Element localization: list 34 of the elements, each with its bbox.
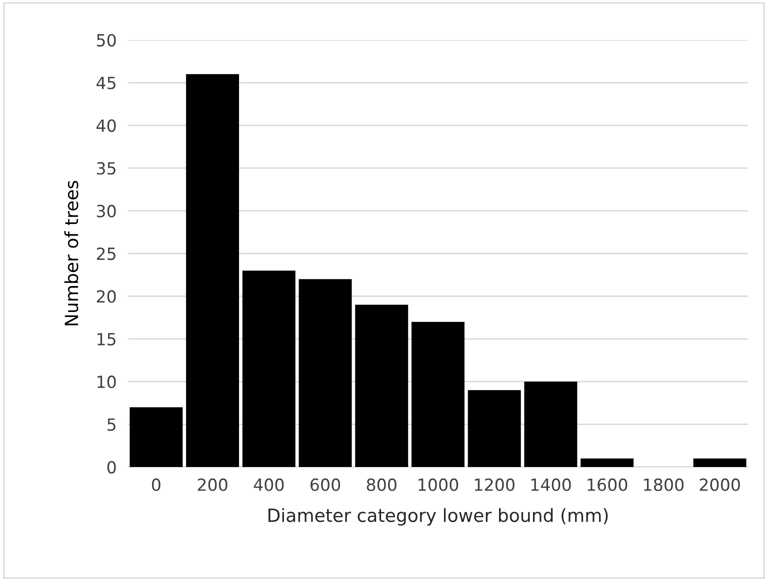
x-tick-label: 0 [152, 478, 160, 492]
y-tick-label: 20 [96, 290, 116, 303]
x-axis-title: Diameter category lower bound (mm) [268, 508, 608, 526]
x-tick-label: 1200 [474, 478, 514, 492]
bar [242, 270, 296, 467]
y-tick-label: 50 [96, 34, 116, 47]
bar [130, 407, 183, 467]
y-tick-label: 30 [96, 204, 116, 218]
y-tick-label: 10 [98, 376, 116, 388]
y-tick-label: 40 [96, 119, 116, 132]
x-tick-label: 800 [366, 478, 396, 492]
y-tick-label: 0 [107, 460, 116, 474]
bar [186, 74, 240, 467]
x-tick-label: 200 [198, 478, 228, 492]
bar [580, 458, 634, 467]
y-tick-label: 35 [96, 162, 116, 175]
y-tick-label: 45 [96, 76, 116, 90]
x-tick-label: 1600 [588, 478, 628, 492]
x-tick-label: 1000 [418, 478, 458, 492]
y-tick-label: 25 [96, 247, 116, 260]
x-tick-label: 400 [254, 478, 284, 492]
bar [298, 279, 352, 467]
y-tick-label: 5 [108, 418, 116, 431]
x-tick-label: 600 [310, 478, 340, 492]
bar [468, 390, 521, 467]
bar [693, 458, 746, 467]
x-tick-label: 2000 [700, 478, 740, 492]
bar [355, 304, 408, 467]
y-axis-title: Number of trees [64, 180, 78, 326]
x-tick-label: 1800 [644, 478, 684, 492]
bar [412, 322, 464, 467]
x-tick-label: 1400 [531, 478, 571, 492]
bar [524, 382, 578, 467]
y-tick-label: 15 [98, 333, 116, 346]
